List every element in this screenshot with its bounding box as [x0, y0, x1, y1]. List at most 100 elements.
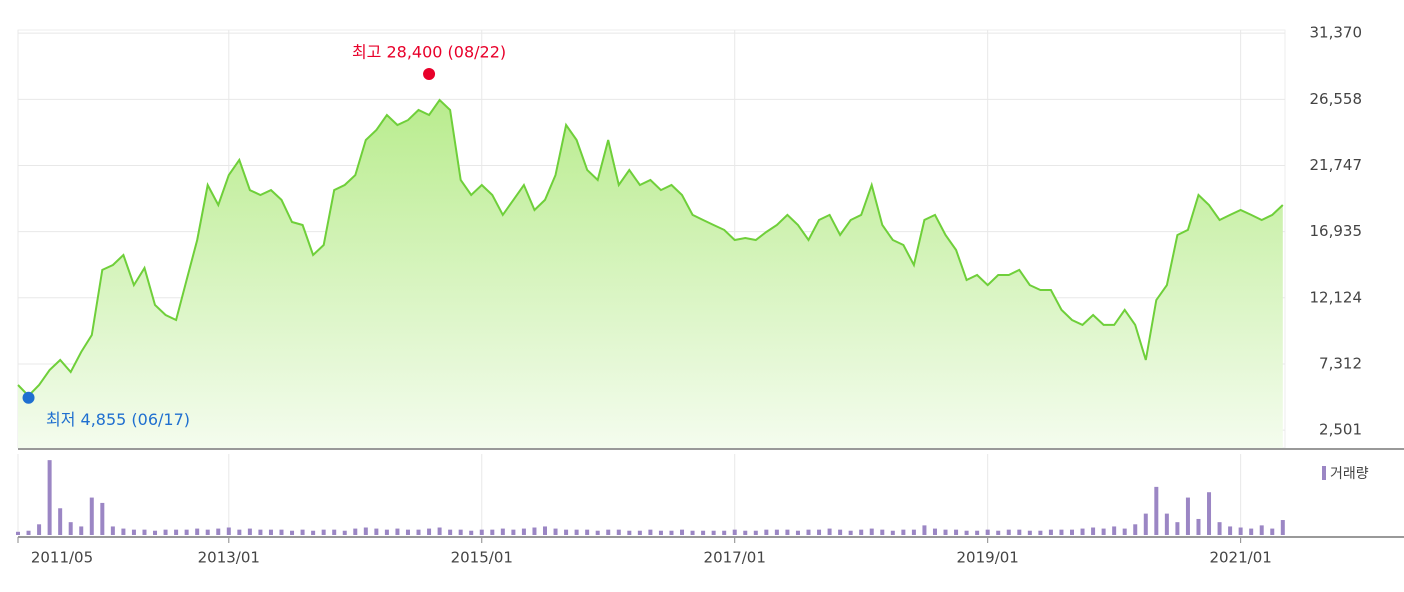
volume-bar	[68, 522, 73, 535]
volume-bar	[543, 526, 547, 535]
volume-bar	[574, 529, 579, 535]
volume-bar	[1238, 527, 1243, 535]
volume-bar	[405, 529, 410, 535]
volume-bar	[490, 529, 495, 535]
y-tick-label: 16,935	[1310, 222, 1363, 240]
volume-bar	[1143, 513, 1148, 535]
volume-bar	[932, 528, 937, 535]
y-tick-label: 2,501	[1319, 421, 1362, 439]
volume-bar	[26, 530, 31, 535]
volume-bar	[943, 529, 948, 535]
volume-bar	[131, 529, 136, 535]
volume-bar	[1259, 525, 1264, 535]
volume-bar	[195, 528, 200, 535]
volume-bar	[880, 529, 885, 535]
volume-bar	[553, 528, 558, 535]
volume-bar	[89, 497, 94, 535]
volume-bar	[827, 528, 832, 535]
volume-bar	[1091, 527, 1096, 535]
y-tick-label: 26,558	[1310, 90, 1363, 108]
volume-bar	[332, 529, 337, 535]
volume-bar	[901, 529, 906, 535]
x-tick-label: 2021/01	[1209, 549, 1271, 567]
volume-bar	[342, 530, 347, 535]
volume-bar	[321, 529, 326, 535]
volume-bar	[764, 529, 769, 535]
volume-bar	[47, 460, 52, 535]
volume-bar	[110, 526, 115, 535]
volume-bar	[964, 530, 969, 535]
volume-bar	[701, 530, 706, 535]
volume-bar	[1048, 529, 1053, 535]
volume-bar	[184, 529, 189, 535]
volume-bar	[637, 530, 642, 535]
volume-bar	[859, 529, 864, 535]
extreme-label: 최고 28,400 (08/22)	[352, 43, 506, 62]
volume-bar	[479, 529, 484, 535]
y-tick-label: 7,312	[1319, 354, 1362, 372]
x-tick-label: 2013/01	[198, 549, 260, 567]
volume-bar	[469, 530, 474, 535]
volume-bar	[216, 528, 221, 535]
volume-bar	[163, 529, 168, 535]
volume-bar	[532, 527, 537, 535]
volume-bar	[205, 529, 210, 535]
volume-bar	[648, 529, 653, 535]
volume-bar	[1280, 520, 1285, 535]
volume-bar	[1006, 529, 1011, 535]
volume-bar	[121, 528, 126, 535]
volume-bar	[869, 528, 874, 535]
volume-bar	[911, 529, 916, 535]
extreme-marker	[423, 68, 436, 80]
volume-bar	[458, 529, 463, 535]
volume-bar	[311, 530, 316, 535]
volume-bar	[890, 530, 895, 535]
volume-bar	[1059, 529, 1064, 535]
volume-bar	[975, 530, 980, 535]
volume-bar	[722, 530, 727, 535]
volume-bar	[1185, 497, 1190, 535]
volume-bar	[795, 530, 800, 535]
volume-bar	[384, 529, 389, 535]
volume-bar	[838, 529, 843, 535]
volume-bar	[1133, 524, 1138, 535]
volume-bar	[363, 527, 368, 535]
volume-bar	[848, 530, 853, 535]
volume-bar	[595, 530, 600, 535]
volume-bar	[680, 529, 685, 535]
volume-bar	[954, 529, 959, 535]
volume-bar	[353, 528, 358, 535]
volume-bar	[1101, 528, 1106, 535]
price-area	[18, 100, 1283, 448]
extreme-marker	[22, 391, 35, 404]
volume-bar	[658, 530, 663, 535]
volume-bar	[1154, 486, 1159, 535]
x-tick-label: 2011/05	[31, 549, 93, 567]
volume-bar	[1164, 513, 1169, 535]
volume-bar	[806, 529, 811, 535]
volume-bar	[1122, 528, 1127, 535]
volume-bar	[300, 529, 305, 535]
volume-bar	[627, 530, 632, 535]
volume-bar	[268, 529, 273, 535]
volume-bar	[174, 529, 179, 535]
volume-bar	[753, 530, 758, 535]
volume-bar	[711, 530, 716, 535]
volume-bar	[247, 528, 252, 535]
volume-bar	[290, 530, 295, 535]
volume-bar	[1217, 522, 1222, 535]
volume-bar	[1270, 528, 1275, 535]
volume-bar	[1070, 529, 1074, 535]
volume-bar	[690, 530, 695, 535]
volume-bar	[817, 529, 822, 535]
volume-bar	[100, 502, 105, 535]
volume-bar	[1080, 528, 1085, 535]
legend-swatch	[1322, 466, 1326, 480]
volume-bar	[153, 530, 158, 535]
legend-label: 거래량	[1330, 466, 1369, 482]
volume-bar	[606, 529, 611, 535]
volume-bar	[1017, 529, 1022, 535]
volume-bar	[511, 529, 516, 535]
y-tick-label: 31,370	[1310, 24, 1363, 42]
volume-bar	[258, 529, 263, 535]
